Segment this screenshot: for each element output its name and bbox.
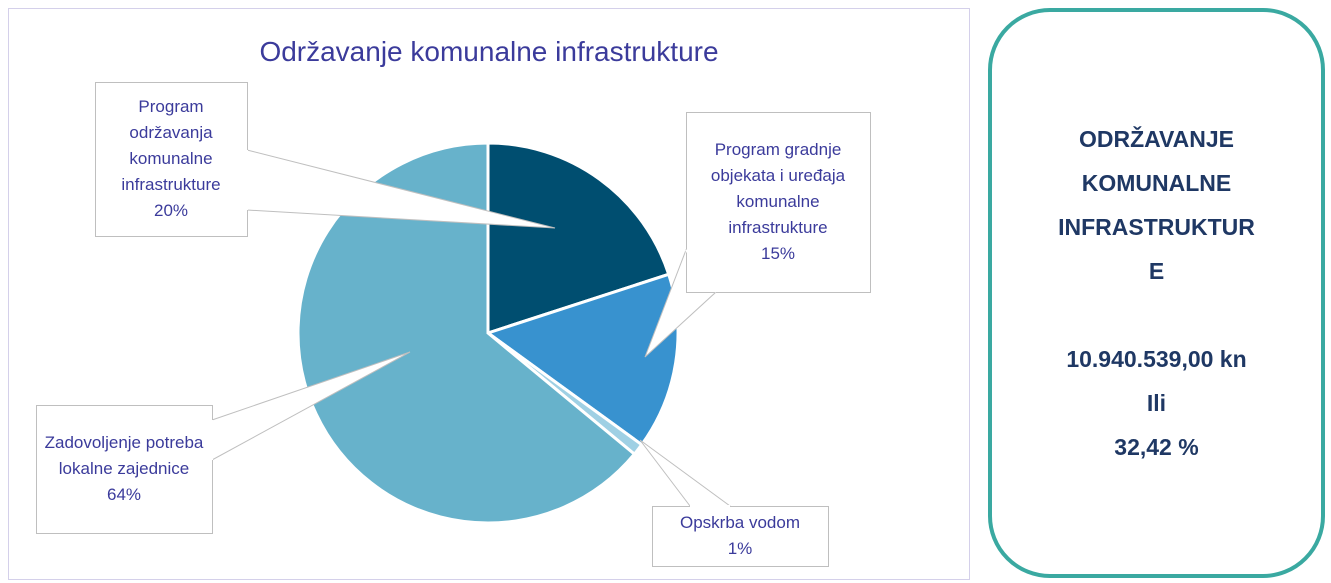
callout-box	[36, 405, 213, 534]
panel-title-line: E	[1148, 258, 1165, 284]
pie-slice	[486, 141, 671, 336]
category-label: Opskrba vodom	[680, 513, 800, 532]
value-label: 20%	[153, 201, 189, 220]
panel-title-line: KOMUNALNE	[1081, 170, 1232, 196]
chart-frame	[8, 8, 970, 580]
callout-box	[686, 112, 871, 293]
category-label: Program održavanja komunalne infrastrukt…	[121, 97, 221, 194]
callout-box	[95, 82, 248, 237]
panel-amount: 10.940.539,00 kn	[1066, 346, 1247, 372]
value-label: 15%	[760, 244, 796, 263]
category-label: Zadovoljenje potreba lokalne zajednice	[44, 433, 204, 478]
chart-title: Održavanje komunalne infrastrukture	[259, 36, 719, 67]
data-label: Opskrba vodom 1%	[652, 506, 828, 566]
panel-title-line: ODRŽAVANJE	[1078, 126, 1235, 152]
callout-box	[652, 506, 829, 567]
callout-cover	[685, 249, 717, 293]
pie-slice	[296, 141, 637, 525]
panel-share: 32,42 %	[1114, 434, 1199, 460]
callout-pointer	[639, 439, 732, 507]
info-panel: ODRŽAVANJE KOMUNALNE INFRASTRUKTUR E 10.…	[990, 10, 1323, 576]
info-panel-frame	[988, 8, 1325, 578]
category-label: Program gradnje objekata i uređaja komun…	[710, 140, 846, 237]
value-label: 64%	[106, 485, 142, 504]
data-label: Program gradnje objekata i uređaja komun…	[686, 112, 870, 292]
data-label: Program održavanja komunalne infrastrukt…	[95, 82, 247, 236]
value-label: 1%	[727, 539, 753, 558]
panel-title-line: INFRASTRUKTUR	[1058, 214, 1255, 240]
panel-connector: Ili	[1146, 390, 1167, 416]
data-label: Zadovoljenje potreba lokalne zajednice 64…	[36, 405, 212, 533]
